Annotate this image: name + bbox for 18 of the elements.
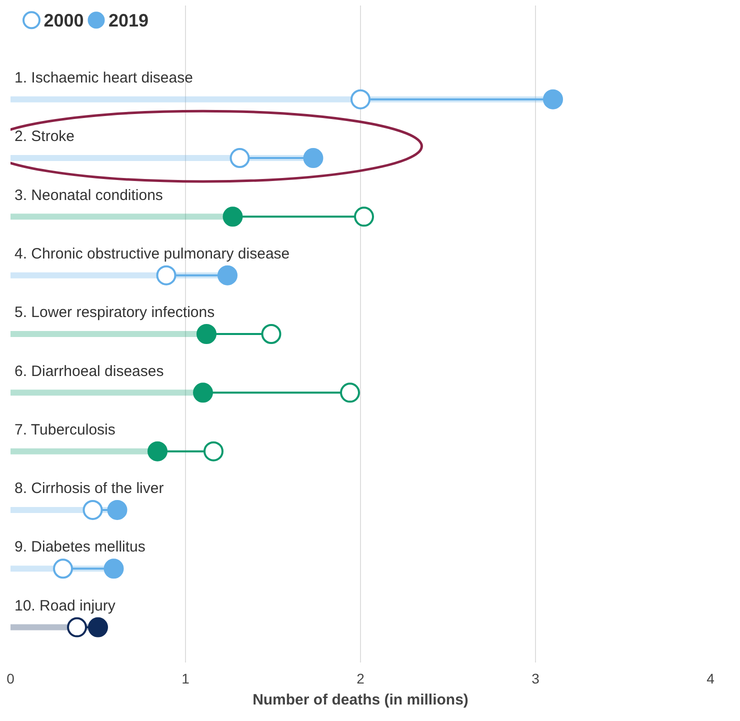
- y-tick-label: 4. Chronic obstructive pulmonary disease: [14, 245, 290, 262]
- legend-label: 2019: [108, 10, 149, 31]
- y-tick-label: 7. Tuberculosis: [14, 421, 116, 438]
- x-tick-label: 3: [532, 670, 540, 686]
- legend-label: 2000: [44, 10, 84, 31]
- y-tick-label: 3. Neonatal conditions: [14, 186, 163, 204]
- y-tick-label: 6. Diarrhoeal diseases: [14, 362, 164, 380]
- y-tick-label: 10. Road injury: [14, 597, 116, 614]
- y-tick-label: 5. Lower respiratory infections: [14, 304, 215, 322]
- y-tick-label: 1. Ischaemic heart disease: [14, 69, 193, 86]
- x-tick-label: 0: [6, 670, 15, 686]
- x-tick-label: 1: [182, 670, 190, 686]
- x-axis-title: Number of deaths (in millions): [252, 692, 468, 708]
- x-tick-label: 4: [706, 670, 715, 686]
- y-tick-label: 9. Diabetes mellitus: [14, 538, 146, 556]
- y-tick-label: 8. Cirrhosis of the liver: [14, 480, 164, 498]
- y-tick-label: 2. Stroke: [14, 128, 75, 146]
- x-tick-label: 2: [356, 670, 365, 686]
